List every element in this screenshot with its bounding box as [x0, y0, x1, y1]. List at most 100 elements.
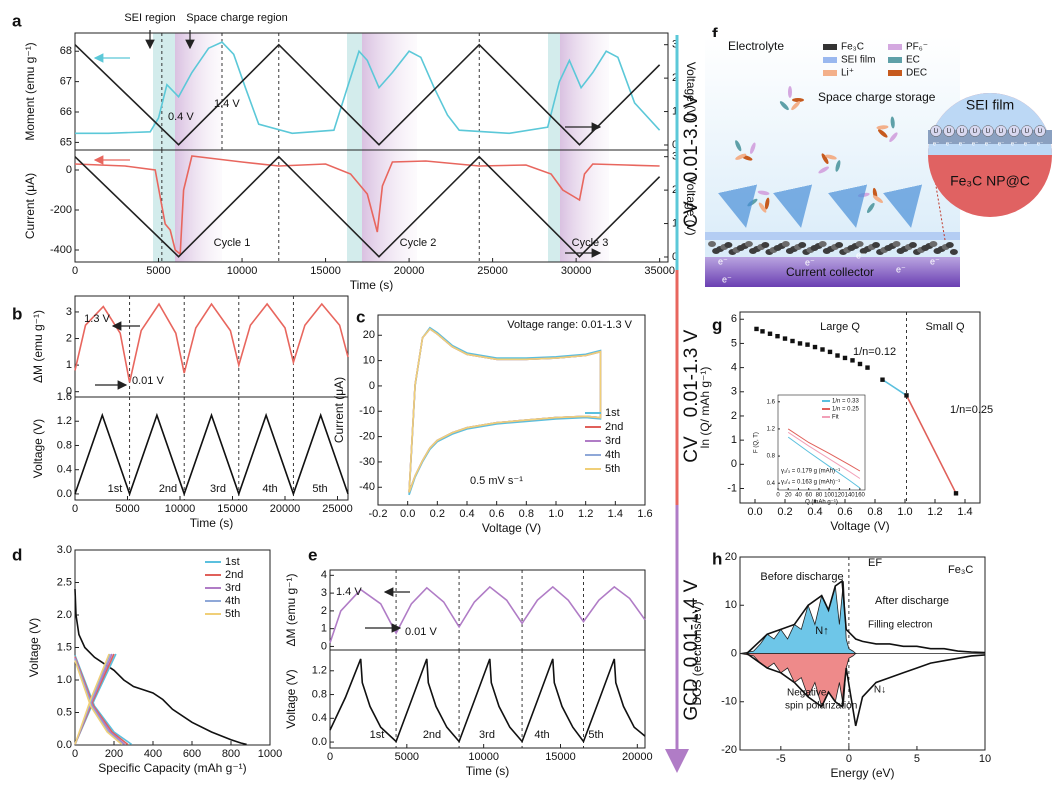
molecule	[818, 166, 830, 174]
y-tick-label: 1.2	[312, 665, 327, 677]
x-axis-label: Time (s)	[466, 764, 510, 778]
x-tick-label: 10000	[165, 503, 196, 515]
annotation: Voltage range: 0.01-1.3 V	[507, 319, 632, 331]
y-tick-label: 1.6	[57, 391, 72, 403]
molecule	[735, 153, 747, 160]
x-tick-label: 0.4	[459, 508, 474, 520]
data-point	[820, 347, 825, 352]
ion	[982, 125, 994, 137]
annotation: 0.01 V	[405, 626, 437, 638]
data-point	[835, 353, 840, 358]
panel: 0 1 2 3 ΔM (emu g⁻¹) b 1.3 V 0.01 V	[12, 295, 349, 398]
annotation: SEI region	[124, 12, 175, 24]
x-tick-label: 5000	[115, 503, 139, 515]
x-tick-label: 20000	[270, 503, 301, 515]
line	[74, 155, 660, 256]
panel-label: d	[12, 545, 22, 564]
x-tick-label: 200	[105, 748, 123, 760]
y-axis-label: Voltage (V)	[27, 618, 41, 677]
legend-label: Fit	[832, 415, 839, 421]
y-tick-label: -200	[50, 204, 72, 216]
y2-axis-label: Voltage (V)	[684, 176, 698, 235]
panel-label: b	[12, 304, 22, 323]
line	[408, 327, 602, 493]
y-axis-label: ln (Q/ mAh g⁻¹)	[698, 367, 712, 449]
legend-swatch	[823, 57, 837, 63]
y2-tick-label: 1	[672, 217, 678, 229]
legend-label: 3rd	[225, 582, 241, 594]
legend-label: 4th	[605, 449, 620, 461]
molecule	[872, 195, 884, 203]
data-point	[790, 338, 795, 344]
legend-label: 1/n = 0.25	[832, 407, 860, 413]
x-tick-label: 25000	[477, 265, 508, 277]
line	[787, 428, 861, 472]
panel-label: f	[712, 24, 718, 43]
y-axis-label: ΔM (emu g⁻¹)	[31, 310, 45, 383]
line	[329, 585, 646, 644]
data-point	[904, 393, 909, 398]
annotation: 0.01 V	[132, 375, 164, 387]
x-tick-label: 400	[144, 748, 162, 760]
particle	[855, 241, 864, 247]
y-tick-label: 67	[60, 76, 72, 88]
panel-label: a	[12, 11, 22, 30]
ion	[1021, 125, 1033, 137]
panel: 0 1 2 3 4 ΔM (emu g⁻¹) e 1.4 V 0.01 V	[284, 545, 646, 652]
legend-label: 5th	[605, 463, 620, 475]
x-tick-label: 0.8	[519, 508, 534, 520]
y-axis-label: Voltage (V)	[31, 419, 45, 478]
data-point	[850, 358, 855, 363]
plot-frame	[377, 314, 646, 506]
x-tick-label: -0.2	[369, 508, 388, 520]
legend-swatch	[888, 57, 902, 63]
annotation: γ₁/₃ = 0.179 g (mAh)⁻¹	[781, 469, 840, 475]
y-tick-label: 0.5	[57, 706, 72, 718]
panel: 0.4 0.8 1.2 1.6 0 20 40 60 80 100 120 140 160 Q (mAh …	[754, 394, 866, 506]
ion-label: Li	[960, 129, 965, 135]
annotation: Small Q	[925, 321, 965, 333]
y-tick-label: 4	[731, 362, 737, 374]
line	[787, 431, 861, 479]
x-tick-label: 20	[785, 493, 792, 499]
particle	[908, 242, 917, 248]
annotation: 2nd	[423, 729, 441, 741]
x-axis-label: Specific Capacity (mAh g⁻¹)	[98, 761, 246, 775]
x-tick-label: 120	[834, 493, 845, 499]
y-tick-label: 3.0	[57, 544, 72, 556]
x-tick-label: 1.0	[548, 508, 563, 520]
protocol-mode: GCD	[681, 678, 702, 720]
molecule	[764, 197, 770, 210]
legend-label: 1/n = 0.33	[832, 399, 860, 405]
x-tick-label: -5	[776, 753, 786, 765]
y-tick-label: 2.0	[57, 609, 72, 621]
x-tick-label: 35000	[644, 265, 675, 277]
x-tick-label: 0.6	[837, 506, 852, 518]
y-tick-label: 5	[731, 337, 737, 349]
x-tick-label: 0	[72, 265, 78, 277]
y2-tick-label: 1	[672, 105, 678, 117]
panel-label: c	[356, 307, 365, 326]
electron-label: e⁻	[933, 142, 940, 148]
x-tick-label: 0.0	[747, 506, 762, 518]
legend-label: Li⁺	[841, 68, 854, 79]
y2-tick-label: 3	[672, 39, 678, 51]
legend-swatch	[888, 44, 902, 50]
protocol-mode: CV	[681, 201, 702, 228]
flow-arrow	[718, 184, 758, 228]
y-axis-label: Moment (emu g⁻¹)	[23, 42, 37, 140]
x-axis-label: Time (s)	[190, 516, 234, 530]
particle	[892, 241, 901, 247]
y-tick-label: 20	[363, 329, 375, 341]
legend-label: 1st	[225, 556, 240, 568]
panel: 65 66 67 68 0 1 2 3 Moment (emu g⁻¹) Voltage (V) a…	[12, 11, 698, 150]
particle	[945, 242, 954, 248]
electron-label: e⁻	[896, 264, 906, 274]
y-tick-label: 1	[321, 623, 327, 635]
y-tick-label: 0	[321, 640, 327, 652]
x-axis-label: Time (s)	[350, 278, 394, 292]
data-point	[842, 355, 848, 361]
protocol-range: 0.01-1.3 V	[681, 329, 702, 417]
line	[882, 379, 907, 397]
x-tick-label: 1000	[258, 748, 282, 760]
